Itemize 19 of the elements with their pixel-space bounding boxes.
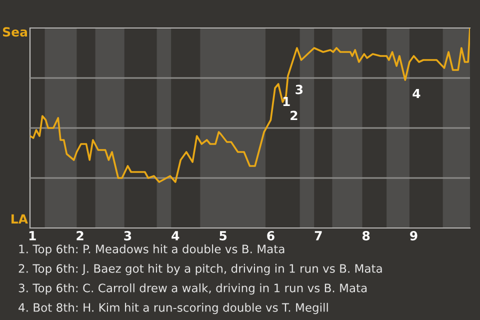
- annotation: 2: [290, 110, 298, 120]
- annotation: 1: [283, 96, 290, 106]
- x-tick-label: 3: [124, 231, 132, 240]
- text: Sea: [2, 27, 28, 37]
- x-tick-label: 4: [172, 231, 180, 240]
- text: 4. Bot 8th: H. Kim hit a run-scoring double vs T. Megill: [18, 302, 328, 314]
- annotation: 4: [412, 88, 420, 98]
- x-tick-label: 5: [220, 231, 227, 240]
- text: 1. Top 6th: P. Meadows hit a double vs B. Mata: [19, 244, 284, 256]
- text: 2. Top 6th: J. Baez got hit by a pitch, driving in 1 run vs B. Mata: [18, 264, 382, 276]
- x-tick-label: 1: [29, 231, 36, 240]
- x-tick-label: 7: [314, 231, 322, 240]
- text: 3. Top 6th: C. Carroll drew a walk, driving in 1 run vs B. Mata: [18, 283, 367, 295]
- x-tick-label: 2: [76, 231, 84, 240]
- x-tick-label: 8: [362, 231, 370, 240]
- annotation: 3: [296, 84, 303, 94]
- x-tick-label: 6: [267, 231, 274, 240]
- text: LA: [12, 214, 28, 224]
- x-tick-label: 9: [410, 231, 418, 240]
